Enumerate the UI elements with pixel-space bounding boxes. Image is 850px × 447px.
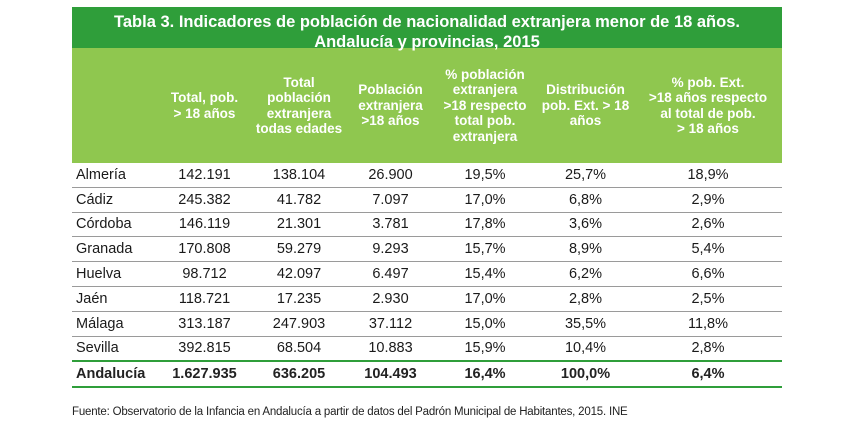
row-label: Andalucía bbox=[72, 360, 159, 387]
table-cell: 9.293 bbox=[348, 236, 433, 263]
table-cell: 11,8% bbox=[634, 311, 782, 337]
table-cell: 118.721 bbox=[159, 286, 250, 312]
table-cell: 15,0% bbox=[433, 311, 537, 337]
table-cell: 68.504 bbox=[250, 336, 348, 362]
table-row: Granada 170.808 59.279 9.293 15,7% 8,9% 5,4% bbox=[72, 236, 782, 263]
table-cell: 6.497 bbox=[348, 261, 433, 287]
table-cell: 21.301 bbox=[250, 212, 348, 238]
row-label: Córdoba bbox=[72, 212, 159, 238]
table-cell: 2,5% bbox=[634, 286, 782, 312]
table-cell: 25,7% bbox=[537, 163, 634, 188]
table-cell: 15,4% bbox=[433, 261, 537, 287]
table-cell: 17.235 bbox=[250, 286, 348, 312]
table-row: Almería 142.191 138.104 26.900 19,5% 25,7% 18,… bbox=[72, 163, 782, 188]
table-cell: 98.712 bbox=[159, 261, 250, 287]
table-row: Sevilla 392.815 68.504 10.883 15,9% 10,4% 2,8% bbox=[72, 336, 782, 362]
row-label: Almería bbox=[72, 163, 159, 188]
table-row: Málaga 313.187 247.903 37.112 15,0% 35,5% 11,8… bbox=[72, 311, 782, 337]
table-cell: 10,4% bbox=[537, 336, 634, 362]
table-cell: 100,0% bbox=[537, 360, 634, 387]
table-cell: 1.627.935 bbox=[159, 360, 250, 387]
table-cell: 26.900 bbox=[348, 163, 433, 188]
table-cell: 247.903 bbox=[250, 311, 348, 337]
column-header: Población extranjera >18 años bbox=[348, 48, 433, 163]
row-label: Málaga bbox=[72, 311, 159, 337]
table-title-line2: Andalucía y provincias, 2015 bbox=[314, 33, 540, 51]
table-cell: 6,2% bbox=[537, 261, 634, 287]
table-row: Cádiz 245.382 41.782 7.097 17,0% 6,8% 2,9% bbox=[72, 187, 782, 213]
header-corner bbox=[72, 48, 159, 163]
column-header: Total, pob. > 18 años bbox=[159, 48, 250, 163]
table-cell: 19,5% bbox=[433, 163, 537, 188]
header-row: Total, pob. > 18 años Total población extran… bbox=[72, 48, 782, 163]
table-cell: 2.930 bbox=[348, 286, 433, 312]
column-header: Total población extranjera todas edades bbox=[250, 48, 348, 163]
table-cell: 15,7% bbox=[433, 236, 537, 263]
column-header: % pob. Ext. >18 años respecto al total de … bbox=[634, 48, 782, 163]
table-cell: 8,9% bbox=[537, 236, 634, 263]
table-cell: 37.112 bbox=[348, 311, 433, 337]
table-row: Córdoba 146.119 21.301 3.781 17,8% 3,6% 2,6% bbox=[72, 212, 782, 238]
table-cell: 10.883 bbox=[348, 336, 433, 362]
table-cell: 6,4% bbox=[634, 360, 782, 387]
table-cell: 245.382 bbox=[159, 187, 250, 213]
total-row: Andalucía 1.627.935 636.205 104.493 16,4% 100… bbox=[72, 360, 782, 387]
table-cell: 2,6% bbox=[634, 212, 782, 238]
table-row: Huelva 98.712 42.097 6.497 15,4% 6,2% 6,6% bbox=[72, 261, 782, 287]
table-cell: 17,0% bbox=[433, 286, 537, 312]
table-cell: 5,4% bbox=[634, 236, 782, 263]
table-cell: 313.187 bbox=[159, 311, 250, 337]
table-title: Tabla 3. Indicadores de población de nac… bbox=[72, 7, 782, 51]
table-cell: 636.205 bbox=[250, 360, 348, 387]
table-cell: 42.097 bbox=[250, 261, 348, 287]
table-cell: 142.191 bbox=[159, 163, 250, 188]
table-cell: 15,9% bbox=[433, 336, 537, 362]
table-cell: 138.104 bbox=[250, 163, 348, 188]
table-cell: 17,8% bbox=[433, 212, 537, 238]
table-cell: 7.097 bbox=[348, 187, 433, 213]
table-cell: 3.781 bbox=[348, 212, 433, 238]
table-cell: 392.815 bbox=[159, 336, 250, 362]
row-label: Huelva bbox=[72, 261, 159, 287]
table-title-line1: Tabla 3. Indicadores de población de nac… bbox=[114, 13, 740, 31]
row-label: Cádiz bbox=[72, 187, 159, 213]
table-cell: 2,8% bbox=[537, 286, 634, 312]
table-cell: 2,8% bbox=[634, 336, 782, 362]
table-cell: 6,8% bbox=[537, 187, 634, 213]
column-header: Distribución pob. Ext. > 18 años bbox=[537, 48, 634, 163]
table-cell: 41.782 bbox=[250, 187, 348, 213]
table-cell: 16,4% bbox=[433, 360, 537, 387]
table-body: Almería 142.191 138.104 26.900 19,5% 25,7% 18,… bbox=[72, 163, 782, 387]
source-note: Fuente: Observatorio de la Infancia en A… bbox=[72, 406, 628, 418]
table-cell: 170.808 bbox=[159, 236, 250, 263]
bottom-rule bbox=[72, 386, 782, 389]
row-label: Jaén bbox=[72, 286, 159, 312]
column-header: % población extranjera >18 respecto total p… bbox=[433, 48, 537, 163]
table-cell: 104.493 bbox=[348, 360, 433, 387]
table-cell: 18,9% bbox=[634, 163, 782, 188]
table-cell: 146.119 bbox=[159, 212, 250, 238]
table-row: Jaén 118.721 17.235 2.930 17,0% 2,8% 2,5% bbox=[72, 286, 782, 312]
table-cell: 17,0% bbox=[433, 187, 537, 213]
data-table-container: Tabla 3. Indicadores de población de nac… bbox=[72, 7, 782, 389]
row-label: Sevilla bbox=[72, 336, 159, 362]
table-cell: 3,6% bbox=[537, 212, 634, 238]
row-label: Granada bbox=[72, 236, 159, 263]
indicators-table: Total, pob. > 18 años Total población extran… bbox=[72, 48, 782, 387]
table-cell: 35,5% bbox=[537, 311, 634, 337]
table-cell: 6,6% bbox=[634, 261, 782, 287]
table-cell: 59.279 bbox=[250, 236, 348, 263]
table-cell: 2,9% bbox=[634, 187, 782, 213]
